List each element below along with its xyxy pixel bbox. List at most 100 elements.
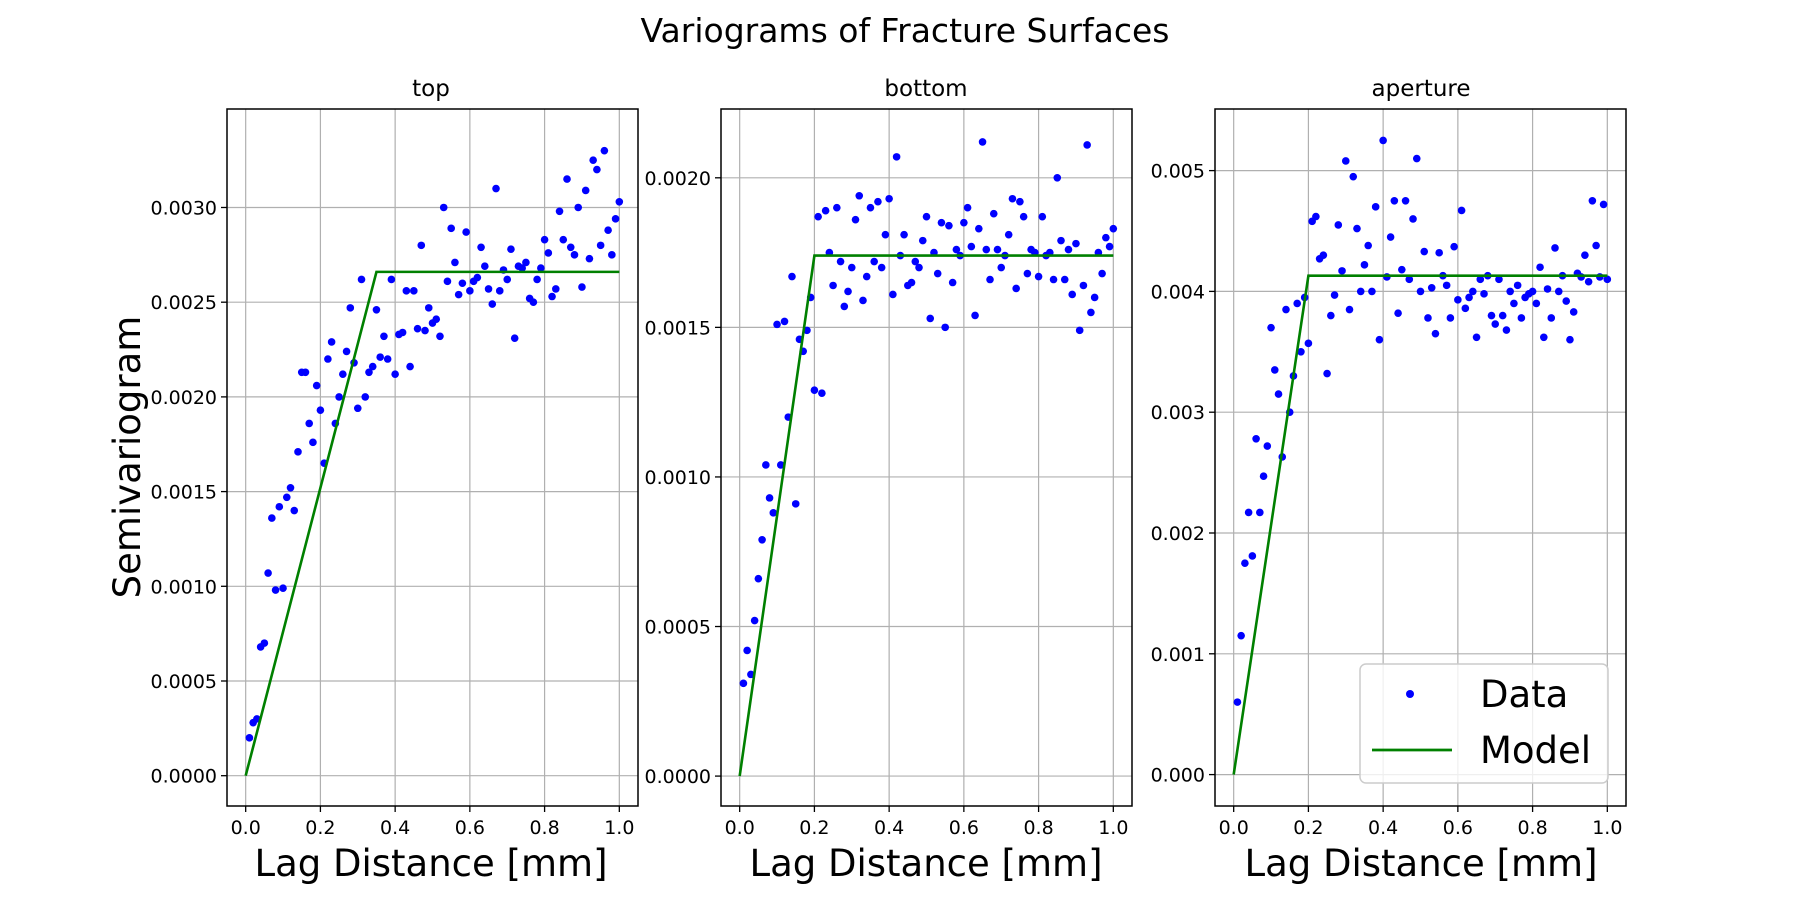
legend-data-marker <box>1406 690 1414 698</box>
data-point <box>885 194 893 203</box>
data-point <box>1293 299 1301 308</box>
data-point <box>1064 245 1073 254</box>
data-point <box>1480 290 1488 298</box>
data-point <box>862 272 871 281</box>
axes-frame <box>1214 108 1627 807</box>
model-line <box>1232 274 1608 775</box>
data-point <box>316 406 325 414</box>
data-point <box>1233 698 1242 706</box>
data-point <box>529 298 538 306</box>
panel-title-bottom: bottom <box>884 76 967 102</box>
grid-lines <box>227 109 638 806</box>
data-point <box>1338 267 1346 275</box>
data-point <box>507 245 515 253</box>
data-point <box>870 257 878 266</box>
data-point <box>484 285 493 293</box>
data-point <box>1442 281 1451 290</box>
tick-layer: 0.0 0.2 0.4 0.6 0.8 1.0 0.000 0.001 0.002 0.003 0.… <box>1151 161 1623 839</box>
data-point <box>1547 314 1556 322</box>
data-point <box>1016 197 1024 206</box>
x-tick-label: 0.6 <box>1443 817 1473 839</box>
data-point <box>1364 241 1372 250</box>
data-point <box>982 245 991 254</box>
panel-bottom: bottom 0.0 0.2 0.4 0.6 0.8 1.00.00000.00050.0… <box>645 76 1133 885</box>
data-point <box>1079 281 1088 290</box>
data-point <box>836 257 845 266</box>
data-point <box>387 275 396 284</box>
data-point <box>1282 305 1290 314</box>
data-point <box>574 203 583 212</box>
data-point <box>271 586 280 594</box>
data-point <box>821 206 830 215</box>
data-point <box>1420 247 1429 256</box>
tick-layer: 0.0 0.2 0.4 0.6 0.8 1.0 0.0000 0.0005 0.0010 0.00… <box>151 197 635 839</box>
data-point <box>301 368 310 377</box>
data-point <box>406 362 414 371</box>
data-point <box>1072 239 1080 248</box>
x-tick-label: 0.4 <box>380 817 410 839</box>
data-point <box>1057 236 1065 245</box>
data-point <box>915 263 923 272</box>
data-point <box>762 461 770 469</box>
data-point <box>309 438 317 447</box>
y-tick-label: 0.005 <box>1151 161 1205 183</box>
data-point <box>971 311 979 320</box>
data-point <box>1562 297 1571 305</box>
data-point <box>1330 291 1339 299</box>
data-point <box>398 328 407 337</box>
x-axis-label: Lag Distance [mm] <box>1244 842 1597 885</box>
data-point <box>1517 314 1526 322</box>
data-point <box>458 279 467 288</box>
panel-aperture: aperture 0.0 0.2 0.4 0.6 0.8 1.00.0000.0010.0… <box>1151 76 1627 885</box>
data-point <box>997 263 1006 272</box>
data-point <box>1566 335 1574 344</box>
data-point <box>1004 230 1013 239</box>
legend-label-model: Model <box>1480 729 1591 772</box>
data-point <box>1405 275 1414 284</box>
x-tick-label: 0.2 <box>799 817 829 839</box>
data-point <box>1360 261 1369 269</box>
x-tick-label: 0.8 <box>1023 817 1053 839</box>
series-layer <box>244 146 624 777</box>
data-point <box>1023 269 1032 278</box>
data-point <box>1323 369 1331 378</box>
x-tick-label: 0.0 <box>231 817 261 839</box>
data-point <box>559 235 568 244</box>
data-point <box>776 461 785 469</box>
data-point <box>593 165 601 174</box>
data-point <box>1237 631 1245 640</box>
data-point <box>1248 552 1257 560</box>
data-point <box>1068 290 1077 299</box>
data-point <box>275 502 284 511</box>
y-tick-label: 0.003 <box>1151 402 1205 424</box>
data-point <box>372 305 381 314</box>
data-point <box>1540 333 1548 342</box>
data-point <box>421 326 429 335</box>
data-point <box>911 257 920 266</box>
data-point <box>346 304 355 312</box>
data-point <box>1472 333 1481 342</box>
data-point <box>1270 366 1279 374</box>
data-point <box>1297 348 1305 356</box>
data-point <box>477 243 485 252</box>
data-point <box>1319 251 1328 259</box>
data-point <box>900 230 908 239</box>
data-point <box>788 272 796 281</box>
data-point <box>1599 200 1608 209</box>
data-point <box>1109 224 1118 233</box>
data-point <box>1349 172 1358 181</box>
data-point <box>383 355 392 363</box>
data-point <box>941 323 949 332</box>
data-point <box>488 300 497 308</box>
data-point <box>918 236 927 245</box>
data-point <box>1603 275 1612 284</box>
data-point <box>926 314 935 323</box>
data-point <box>780 317 789 326</box>
data-point <box>1476 275 1485 284</box>
data-point <box>765 494 774 502</box>
data-point <box>324 355 332 363</box>
legend: Data Model <box>1359 663 1609 784</box>
data-point <box>1368 287 1376 296</box>
x-tick-label: 1.0 <box>604 817 634 839</box>
y-tick-label: 0.0005 <box>645 617 711 639</box>
